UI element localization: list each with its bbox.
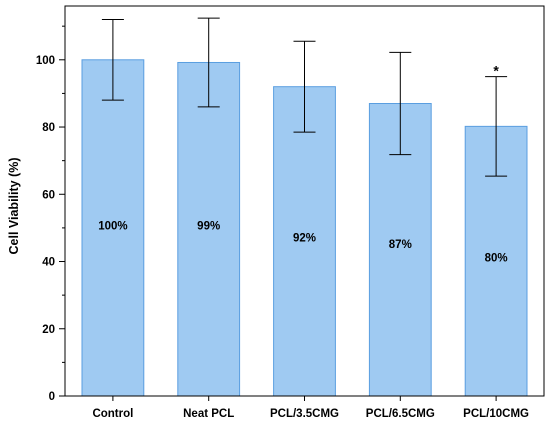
data-labels: 100% 99% 92% 87% 80% * <box>98 63 507 265</box>
significance-marker: * <box>493 63 499 79</box>
data-label-4: 87% <box>389 239 412 251</box>
error-bar-3 <box>293 40 316 133</box>
data-label-3: 92% <box>293 232 316 244</box>
data-label-5: 80% <box>485 253 508 265</box>
y-tick-label: 0 <box>49 391 55 403</box>
error-bar-1 <box>101 18 124 101</box>
y-tick-label: 40 <box>42 257 55 269</box>
y-tick-label: 80 <box>42 122 55 134</box>
y-tick-label: 60 <box>42 189 55 201</box>
x-tick-label-5: PCL/10CMG <box>463 408 529 420</box>
x-tick-label-1: Control <box>92 408 133 420</box>
y-axis-label: Cell Viability (%) <box>7 157 21 254</box>
x-tick-label-4: PCL/6.5CMG <box>366 408 435 420</box>
y-axis: 0 20 40 60 80 100 <box>36 25 65 403</box>
error-bar-2 <box>197 17 220 108</box>
data-label-1: 100% <box>98 221 127 233</box>
y-tick-label: 100 <box>36 55 55 67</box>
error-bars <box>101 17 508 177</box>
error-bar-5 <box>485 76 508 177</box>
y-tick-label: 20 <box>42 324 55 336</box>
error-bar-4 <box>389 51 412 156</box>
x-tick-label-2: Neat PCL <box>183 408 234 420</box>
x-tick-label-3: PCL/3.5CMG <box>270 408 339 420</box>
x-axis: Control Neat PCL PCL/3.5CMG PCL/6.5CMG PCL/1… <box>92 396 529 420</box>
bar-2 <box>177 61 241 397</box>
data-label-2: 99% <box>197 221 220 233</box>
bar-1 <box>81 59 145 397</box>
